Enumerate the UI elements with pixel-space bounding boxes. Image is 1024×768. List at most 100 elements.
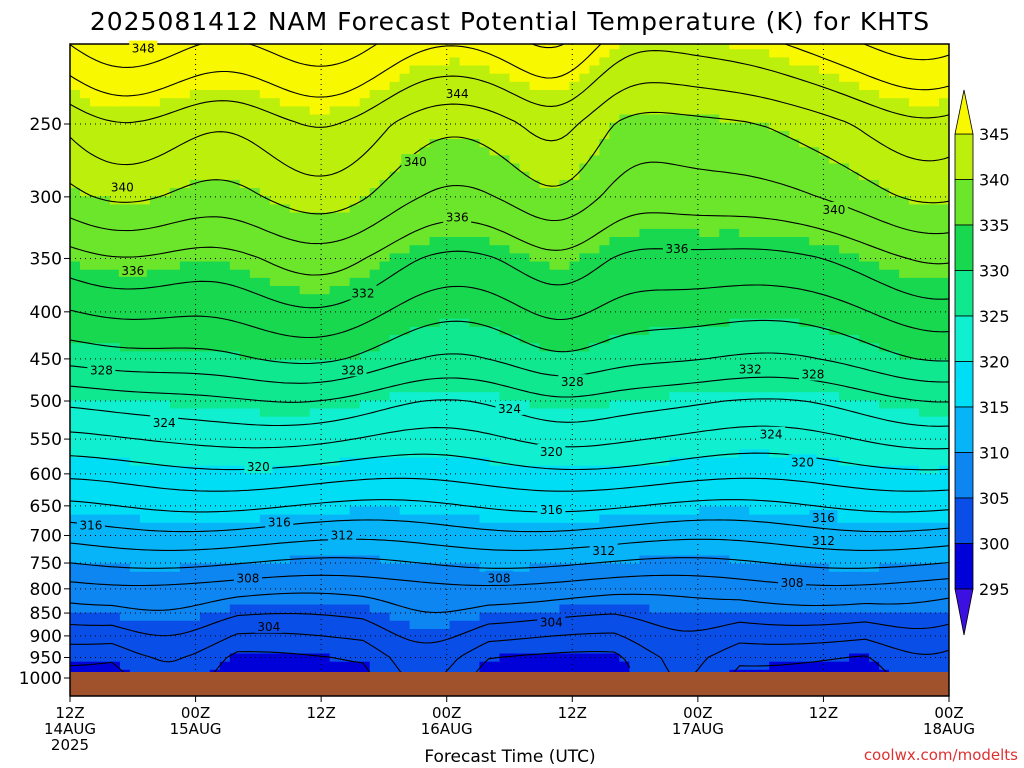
field-cell: [889, 44, 900, 50]
field-cell: [299, 147, 311, 156]
field-cell: [689, 155, 700, 165]
field-cell: [249, 261, 261, 271]
field-cell: [809, 122, 820, 132]
field-cell: [859, 343, 870, 352]
field-cell: [319, 73, 331, 83]
field-cell: [179, 416, 191, 426]
field-cell: [179, 482, 191, 491]
field-cell: [889, 196, 900, 205]
field-cell: [449, 441, 461, 450]
field-cell: [80, 73, 91, 83]
field-cell: [319, 351, 331, 361]
field-cell: [519, 49, 531, 58]
field-cell: [429, 65, 441, 75]
field-cell: [100, 130, 111, 140]
field-cell: [119, 392, 131, 401]
field-cell: [389, 482, 401, 491]
field-cell: [179, 473, 191, 483]
field-cell: [519, 114, 531, 124]
field-cell: [539, 196, 551, 205]
field-cell: [919, 57, 930, 67]
field-cell: [219, 171, 231, 181]
field-cell: [279, 98, 291, 107]
field-cell: [419, 73, 431, 83]
field-cell: [719, 269, 730, 279]
field-cell: [129, 90, 141, 99]
field-cell: [819, 416, 830, 426]
field-cell: [549, 302, 561, 312]
field-cell: [319, 57, 331, 67]
field-cell: [529, 220, 541, 230]
field-cell: [679, 277, 690, 287]
field-cell: [589, 253, 600, 263]
field-cell: [90, 130, 101, 140]
field-cell: [439, 253, 451, 263]
field-cell: [209, 228, 221, 238]
field-cell: [139, 277, 151, 287]
field-cell: [679, 433, 690, 442]
field-cell: [629, 335, 640, 344]
field-cell: [599, 171, 610, 181]
field-cell: [409, 465, 421, 475]
field-cell: [509, 449, 521, 459]
field-cell: [299, 139, 311, 148]
field-cell: [789, 343, 800, 352]
field-cell: [349, 416, 361, 426]
field-cell: [139, 294, 151, 303]
field-cell: [239, 375, 251, 385]
field-cell: [309, 343, 321, 352]
field-cell: [479, 57, 491, 67]
field-cell: [909, 163, 920, 173]
field-cell: [609, 465, 620, 475]
field-cell: [729, 343, 740, 352]
field-cell: [349, 228, 361, 238]
field-cell: [459, 114, 471, 124]
field-cell: [179, 130, 191, 140]
field-cell: [110, 130, 121, 140]
field-cell: [889, 400, 900, 410]
field-cell: [249, 408, 261, 418]
field-cell: [729, 457, 740, 467]
field-cell: [359, 343, 371, 352]
field-cell: [589, 359, 600, 369]
field-cell: [139, 302, 151, 312]
field-cell: [559, 400, 570, 410]
field-cell: [159, 90, 171, 99]
field-cell: [799, 335, 810, 344]
field-cell: [169, 375, 181, 385]
field-cell: [619, 98, 630, 107]
field-cell: [90, 277, 101, 287]
field-cell: [629, 343, 640, 352]
field-cell: [479, 269, 491, 279]
field-cell: [809, 204, 820, 214]
field-cell: [489, 163, 501, 173]
field-cell: [179, 433, 191, 442]
field-cell: [589, 114, 600, 124]
field-cell: [649, 375, 660, 385]
field-cell: [239, 269, 251, 279]
field-cell: [549, 122, 561, 132]
field-cell: [599, 179, 610, 189]
field-cell: [649, 81, 660, 91]
field-cell: [139, 433, 151, 442]
field-cell: [579, 473, 590, 483]
field-cell: [829, 441, 840, 450]
field-cell: [80, 457, 91, 467]
field-cell: [159, 318, 171, 328]
field-cell: [929, 44, 940, 50]
field-cell: [459, 245, 471, 254]
field-cell: [289, 335, 301, 344]
field-cell: [219, 196, 231, 205]
field-cell: [899, 433, 910, 442]
field-cell: [149, 171, 161, 181]
field-cell: [909, 73, 920, 83]
field-cell: [569, 147, 580, 156]
field-cell: [479, 384, 491, 393]
field-cell: [699, 343, 710, 352]
field-cell: [249, 163, 261, 173]
field-cell: [679, 220, 690, 230]
field-cell: [349, 482, 361, 491]
field-cell: [509, 277, 521, 287]
field-cell: [179, 49, 191, 58]
field-cell: [499, 220, 511, 230]
